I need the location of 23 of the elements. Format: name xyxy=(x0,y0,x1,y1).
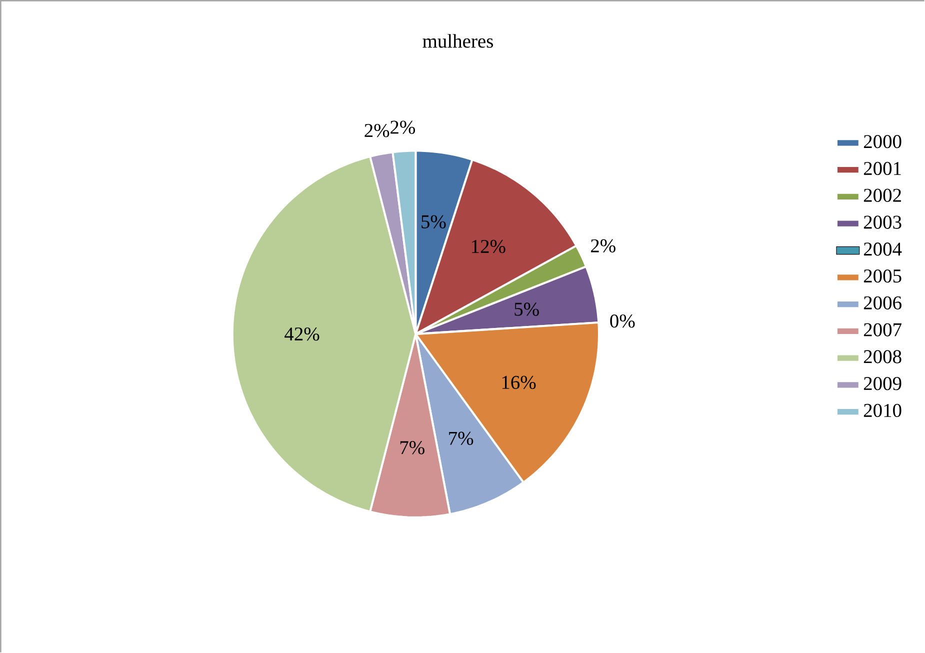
legend-label: 2001 xyxy=(864,162,901,176)
data-label: 16% xyxy=(502,376,536,390)
data-label: 2% xyxy=(590,239,616,252)
legend-label: 2006 xyxy=(864,296,902,310)
data-label: 7% xyxy=(400,441,424,454)
data-label: 42% xyxy=(284,327,320,341)
data-label: 2% xyxy=(390,120,415,134)
legend-label: 2009 xyxy=(864,376,902,390)
legend-label: 2010 xyxy=(864,404,902,417)
legend-label: 2004 xyxy=(864,242,902,256)
legend-label: 2000 xyxy=(864,135,902,148)
legend-label: 2007 xyxy=(864,323,902,336)
data-label: 5% xyxy=(514,302,539,316)
legend-label: 2008 xyxy=(864,350,902,364)
data-label: 12% xyxy=(472,240,506,254)
text: 0% xyxy=(610,314,635,328)
chart-title: mulheres xyxy=(422,34,493,48)
legend-label: 2005 xyxy=(864,269,902,283)
data-label: 7% xyxy=(449,432,474,445)
data-label: 5% xyxy=(422,215,446,228)
data-label: 2% xyxy=(364,124,390,138)
legend-label: 2002 xyxy=(864,188,901,202)
legend-label: 2003 xyxy=(864,216,902,229)
